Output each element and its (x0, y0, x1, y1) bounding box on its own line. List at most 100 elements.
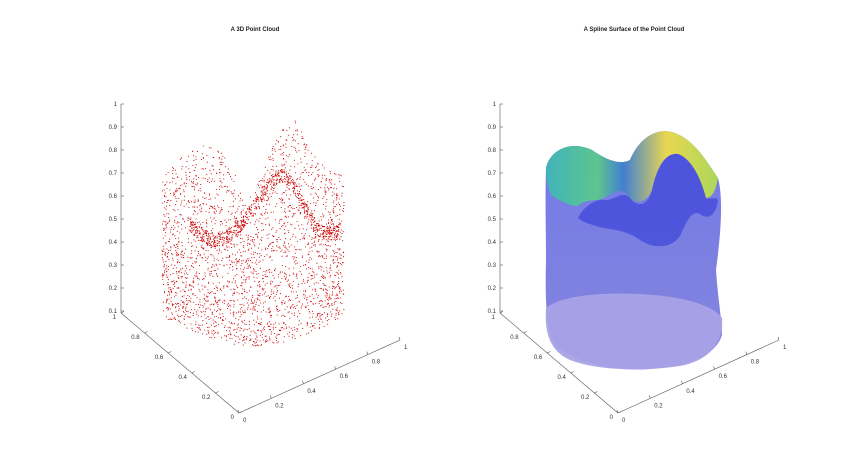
cloud-point (325, 180, 327, 182)
cloud-point (237, 223, 239, 225)
cloud-point (220, 210, 222, 212)
cloud-point (206, 223, 208, 225)
cloud-point (281, 170, 283, 172)
cloud-point (193, 195, 195, 197)
cloud-point (190, 231, 192, 233)
cloud-point (331, 187, 333, 189)
cloud-point (325, 285, 327, 287)
cloud-point (249, 211, 251, 213)
cloud-point (334, 234, 336, 236)
cloud-point (178, 308, 180, 310)
cloud-point (216, 210, 218, 212)
cloud-point (285, 189, 287, 191)
cloud-point (334, 298, 336, 300)
cloud-point (205, 229, 207, 232)
cloud-point (306, 205, 308, 207)
cloud-point (253, 239, 255, 241)
right-tick-mark (269, 395, 272, 399)
cloud-point (194, 223, 196, 225)
cloud-point (231, 260, 233, 262)
cloud-point (247, 242, 249, 244)
cloud-point (221, 320, 223, 322)
cloud-point (193, 210, 195, 212)
cloud-point (326, 303, 328, 305)
cloud-point (335, 271, 337, 273)
cloud-point (200, 228, 202, 230)
cloud-point (163, 270, 166, 272)
cloud-point (283, 229, 285, 231)
cloud-point (281, 255, 283, 257)
cloud-point (219, 237, 221, 239)
cloud-point (317, 240, 320, 242)
cloud-point (214, 223, 216, 225)
cloud-point (318, 266, 320, 268)
cloud-point (271, 247, 273, 250)
cloud-point (205, 242, 208, 245)
cloud-point (308, 215, 310, 217)
cloud-point (209, 336, 211, 338)
cloud-point (237, 287, 239, 289)
cloud-point (261, 288, 263, 291)
cloud-point (272, 241, 274, 243)
cloud-point (210, 270, 213, 273)
cloud-point (287, 243, 290, 245)
cloud-point (226, 335, 228, 337)
cloud-point (343, 205, 345, 207)
cloud-point (213, 322, 215, 324)
cloud-point (190, 245, 193, 247)
z-tick-label: 0.3 (109, 263, 118, 269)
cloud-point (308, 171, 310, 174)
point-cloud-panel: A 3D Point Cloud 0.10.20.30.40.50.60.70.… (109, 27, 408, 424)
cloud-point (246, 302, 249, 304)
cloud-point (301, 171, 303, 174)
cloud-point (317, 312, 319, 315)
cloud-point (313, 241, 315, 244)
cloud-point (297, 283, 299, 285)
cloud-point (198, 273, 200, 275)
cloud-point (343, 293, 345, 295)
right-tick-mark (713, 366, 715, 370)
cloud-point (303, 297, 305, 299)
cloud-point (315, 193, 318, 195)
cloud-point (317, 163, 319, 165)
cloud-point (278, 175, 280, 177)
cloud-point (306, 298, 308, 300)
cloud-point (274, 219, 276, 221)
cloud-point (313, 202, 315, 204)
cloud-point (164, 253, 166, 255)
cloud-point (337, 257, 339, 259)
cloud-point (335, 275, 337, 277)
cloud-point (336, 225, 338, 227)
cloud-point (181, 228, 183, 230)
cloud-point (326, 272, 328, 274)
cloud-point (321, 239, 323, 241)
cloud-point (335, 308, 337, 310)
cloud-point (333, 227, 335, 229)
cloud-point (164, 195, 166, 197)
cloud-point (265, 295, 267, 297)
cloud-point (165, 224, 167, 226)
cloud-point (216, 188, 218, 191)
cloud-point (321, 230, 323, 232)
cloud-point (309, 295, 311, 297)
cloud-point (207, 300, 209, 302)
cloud-point (194, 260, 196, 263)
cloud-point (252, 296, 254, 298)
cloud-point (188, 296, 190, 298)
cloud-point (206, 238, 208, 240)
cloud-point (258, 187, 260, 189)
left-tick-mark (215, 391, 219, 394)
cloud-point (201, 228, 203, 231)
cloud-point (305, 206, 307, 208)
cloud-point (326, 295, 328, 297)
cloud-point (234, 282, 236, 284)
cloud-point (342, 207, 345, 210)
cloud-point (295, 291, 297, 293)
cloud-point (173, 245, 176, 247)
cloud-point (268, 308, 270, 310)
cloud-point (183, 315, 185, 318)
cloud-point (272, 211, 274, 213)
cloud-point (329, 275, 331, 277)
cloud-point (165, 268, 167, 270)
cloud-point (302, 279, 304, 281)
